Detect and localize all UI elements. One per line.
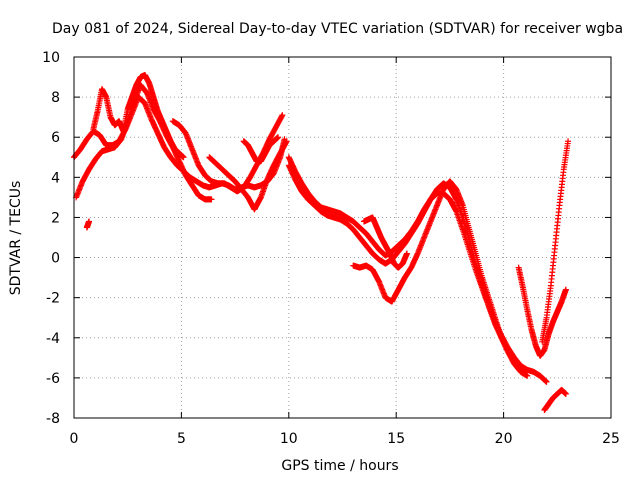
series-pass-l	[539, 138, 572, 345]
x-tick-label: 0	[70, 431, 79, 447]
data-point	[283, 138, 290, 145]
chart-title: Day 081 of 2024, Sidereal Day-to-day VTE…	[52, 21, 623, 37]
series-pass-i	[350, 178, 511, 353]
data-point	[275, 134, 282, 141]
y-tick-label: -4	[46, 331, 60, 347]
plot-frame	[73, 56, 612, 419]
data-point	[86, 218, 93, 225]
series-pass-j	[360, 214, 410, 271]
y-tick-label: 2	[51, 210, 60, 226]
series-pass-f	[240, 134, 282, 165]
series-pass-c	[90, 72, 187, 161]
x-tick-label: 10	[280, 431, 298, 447]
y-tick-label: 8	[51, 90, 60, 106]
x-axis-label: GPS time / hours	[281, 458, 398, 474]
x-tick-label: 15	[387, 431, 405, 447]
series-pass-m	[541, 386, 569, 413]
data-point	[279, 112, 286, 119]
data-point	[543, 378, 550, 385]
data-point	[524, 372, 531, 379]
series-pass-e	[206, 138, 290, 213]
series-pass-k	[515, 264, 569, 359]
x-tick-label: 20	[495, 431, 513, 447]
data-point	[403, 250, 410, 257]
y-tick-label: -8	[46, 411, 60, 427]
y-tick-label: -6	[46, 371, 60, 387]
data-point	[208, 196, 215, 203]
y-tick-label: 4	[51, 170, 60, 186]
y-tick-label: 0	[51, 251, 60, 267]
data-point	[180, 154, 187, 161]
x-tick-label: 25	[602, 431, 620, 447]
data-point	[504, 346, 511, 353]
y-axis-label: SDTVAR / TECUs	[8, 181, 24, 296]
data-point	[562, 390, 569, 397]
series-pass-n	[83, 218, 93, 231]
y-tick-label: 10	[42, 50, 60, 66]
data-points	[71, 72, 572, 413]
y-tick-label: 6	[51, 130, 60, 146]
axis-ticks: 0 5 10 15 20 25 -8 -6 -4 -2 0 2 4 6 8 10	[42, 50, 620, 447]
data-point	[565, 138, 572, 145]
y-tick-label: -2	[46, 291, 60, 307]
data-point	[562, 286, 569, 293]
x-tick-label: 5	[177, 431, 186, 447]
series-pass-a	[71, 94, 288, 193]
